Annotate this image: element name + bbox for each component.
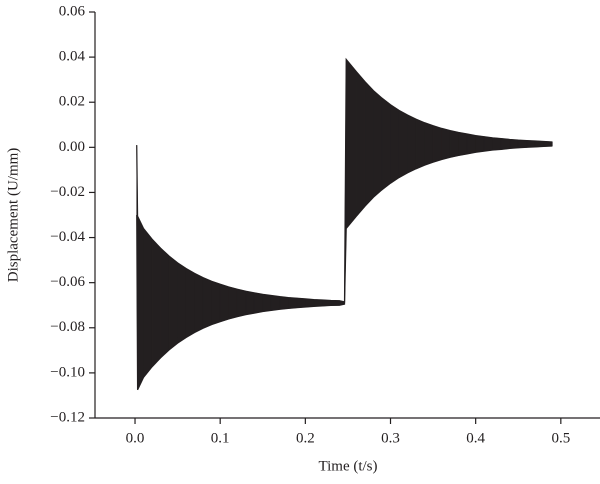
band-segment bbox=[288, 297, 298, 309]
band-segment bbox=[509, 139, 519, 149]
band-segment bbox=[185, 267, 195, 338]
band-segment bbox=[305, 298, 315, 308]
band-segment bbox=[313, 299, 323, 307]
band-segment bbox=[381, 97, 391, 191]
band-segment bbox=[449, 130, 459, 158]
y-axis-title: Displacement (U/mm) bbox=[5, 148, 21, 283]
x-tick-label: 0.0 bbox=[126, 430, 145, 446]
band-segment bbox=[345, 58, 357, 230]
x-tick-label: 0.4 bbox=[466, 430, 485, 446]
envelope-line bbox=[136, 57, 553, 303]
band-segment bbox=[492, 137, 502, 151]
band-segment bbox=[270, 295, 281, 311]
band-segment bbox=[253, 292, 264, 314]
band-segment bbox=[390, 104, 400, 184]
band-segment bbox=[296, 297, 306, 309]
band-segment bbox=[398, 109, 408, 179]
band-segment bbox=[432, 125, 442, 163]
band-segment bbox=[526, 140, 536, 148]
band-segment bbox=[262, 294, 272, 312]
y-tick-label: −0.08 bbox=[50, 319, 85, 335]
band-segment bbox=[160, 247, 170, 359]
band-segment bbox=[364, 80, 374, 207]
y-tick-label: 0.02 bbox=[59, 94, 85, 110]
band-segment bbox=[517, 139, 528, 149]
band-segment bbox=[194, 272, 204, 334]
band-segment bbox=[245, 290, 255, 316]
band-segment bbox=[151, 238, 161, 368]
band-segment bbox=[137, 215, 144, 390]
y-tick-label: −0.04 bbox=[50, 229, 85, 245]
y-tick-label: −0.02 bbox=[50, 184, 85, 200]
x-tick-label: 0.5 bbox=[551, 430, 570, 446]
band-segment bbox=[415, 118, 425, 170]
envelope-line bbox=[136, 145, 553, 391]
band-segment bbox=[466, 133, 476, 155]
y-tick-label: −0.06 bbox=[50, 274, 85, 290]
band-segment bbox=[143, 227, 153, 379]
band-segment bbox=[236, 288, 247, 318]
band-segment bbox=[458, 132, 468, 156]
y-tick-label: −0.12 bbox=[50, 409, 85, 425]
band-segment bbox=[441, 127, 451, 160]
band-segment bbox=[475, 135, 485, 153]
band-segment bbox=[424, 122, 434, 166]
x-tick-label: 0.2 bbox=[296, 430, 315, 446]
band-segment bbox=[407, 114, 417, 174]
band-segment bbox=[500, 138, 511, 150]
band-segment bbox=[356, 70, 366, 217]
y-tick-label: 0.06 bbox=[59, 3, 86, 19]
band-segment bbox=[219, 283, 230, 323]
band-segment bbox=[373, 90, 383, 198]
band-segment bbox=[211, 280, 221, 326]
band-segment bbox=[177, 262, 187, 344]
band-segment bbox=[279, 296, 289, 310]
y-tick-label: 0.00 bbox=[59, 139, 85, 155]
band-segment bbox=[202, 277, 212, 329]
x-tick-label: 0.1 bbox=[211, 430, 230, 446]
x-tick-label: 0.3 bbox=[381, 430, 400, 446]
y-tick-label: 0.04 bbox=[59, 49, 86, 65]
y-tick-label: −0.10 bbox=[50, 364, 85, 380]
band-segment bbox=[483, 136, 493, 152]
band-segment bbox=[168, 255, 178, 351]
x-axis-title: Time (t/s) bbox=[318, 458, 377, 474]
band-segment bbox=[228, 286, 238, 320]
